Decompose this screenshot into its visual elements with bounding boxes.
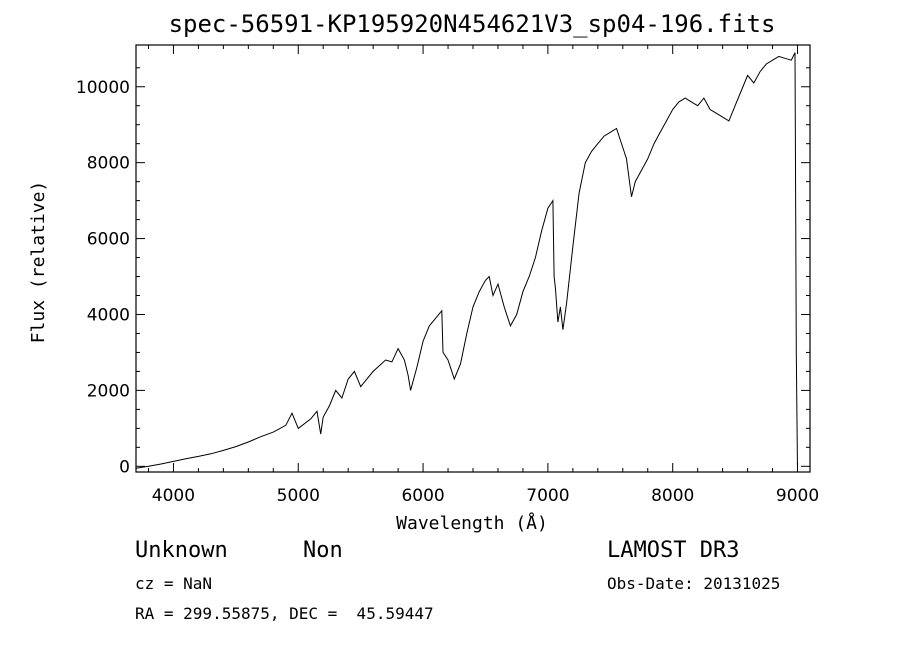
x-tick-label-5: 9000: [776, 486, 819, 506]
subclass-label: Non: [303, 538, 343, 563]
chart-title: spec-56591-KP195920N454621V3_sp04-196.fi…: [169, 10, 776, 38]
x-tick-label-3: 7000: [526, 486, 569, 506]
plot-frame: [135, 44, 811, 473]
y-tick-label-4: 8000: [87, 154, 130, 174]
obs-date-label: Obs-Date: 20131025: [607, 574, 781, 593]
object-class-label: Unknown: [135, 538, 228, 563]
plot-area: 4000 5000 6000 7000 8000 9000 0 2000 4000 6000 800…: [76, 44, 819, 506]
redshift-label: cz = NaN: [135, 574, 213, 593]
y-tick-label-0: 0: [119, 457, 130, 477]
x-tick-label-1: 5000: [277, 486, 320, 506]
coordinates-label: RA = 299.55875, DEC = 45.59447: [135, 604, 434, 623]
spectrum-line-0: [135, 52, 798, 473]
survey-label: LAMOST DR3: [607, 538, 740, 563]
x-axis-title: Wavelength (Å): [396, 512, 548, 534]
y-axis-title: Flux (relative): [28, 181, 49, 344]
x-tick-label-2: 6000: [401, 486, 444, 506]
x-tick-label-4: 8000: [651, 486, 694, 506]
y-tick-label-1: 2000: [87, 381, 130, 401]
y-tick-label-3: 6000: [87, 230, 130, 250]
x-tick-label-0: 4000: [152, 486, 195, 506]
y-tick-label-2: 4000: [87, 305, 130, 325]
y-tick-label-5: 10000: [76, 78, 130, 98]
